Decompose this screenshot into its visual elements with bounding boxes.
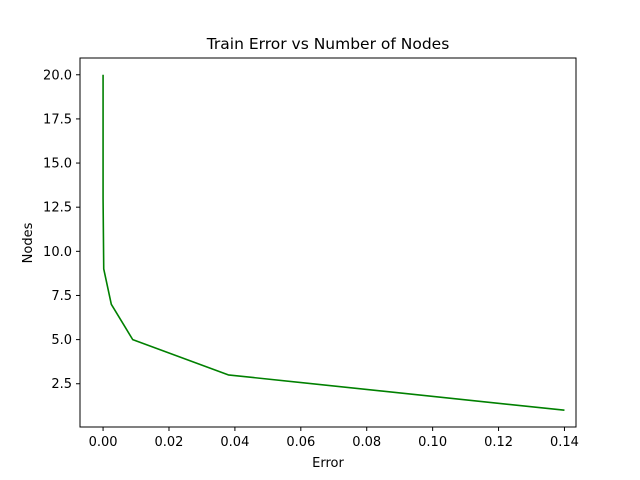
- x-tick-label: 0.02: [155, 435, 184, 450]
- y-tick-label: 7.5: [51, 289, 72, 304]
- y-tick-label: 17.5: [43, 112, 72, 127]
- x-tick-label: 0.08: [352, 435, 381, 450]
- x-tick-label: 0.06: [286, 435, 315, 450]
- y-tick-label: 2.5: [51, 377, 72, 392]
- series-line-1: [102, 74, 565, 412]
- axes-frame: [79, 57, 577, 428]
- y-tick-label: 15.0: [43, 157, 72, 172]
- x-tick-label: 0.00: [89, 435, 118, 450]
- x-axis-label: Error: [312, 456, 344, 471]
- x-tick-label: 0.04: [220, 435, 249, 450]
- y-tick-label: 10.0: [43, 245, 72, 260]
- y-tick-label: 20.0: [43, 68, 72, 83]
- x-tick-label: 0.14: [550, 435, 579, 450]
- y-tick-label: 5.0: [51, 333, 72, 348]
- x-tick-label: 0.12: [484, 435, 513, 450]
- plot-area: 0.00 0.02 0.04 0.06 0.08 0.10 0.12 0.14 2.5 5.0 7.…: [43, 57, 579, 450]
- y-axis-label: Nodes: [21, 222, 36, 263]
- x-tick-label: 0.10: [418, 435, 447, 450]
- chart-title: Train Error vs Number of Nodes: [206, 35, 450, 53]
- y-tick-label: 12.5: [43, 201, 72, 216]
